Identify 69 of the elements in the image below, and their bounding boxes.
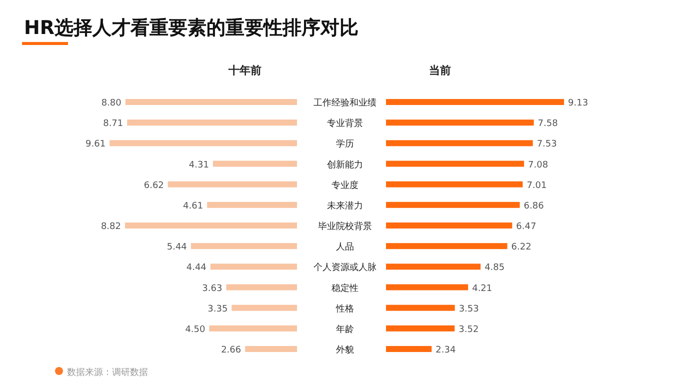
bar (125, 99, 297, 105)
y-tick-label: 性格 (335, 303, 354, 314)
y-tick-label: 专业背景 (327, 118, 363, 130)
bar (127, 120, 297, 126)
data-label: 4.85 (484, 263, 505, 274)
bar (245, 346, 297, 352)
bar (386, 120, 534, 126)
y-tick-label: 外貌 (336, 344, 354, 356)
bar (168, 181, 297, 188)
data-label: 4.44 (186, 263, 207, 274)
data-label: 2.66 (221, 346, 242, 356)
bar (226, 284, 297, 290)
data-label: 6.47 (516, 222, 536, 232)
bar (386, 140, 533, 146)
bar (386, 243, 508, 250)
bar (386, 160, 524, 167)
bar (386, 222, 512, 228)
data-label: 9.13 (568, 98, 588, 108)
data-label: 4.50 (185, 324, 206, 335)
y-tick-label: 年龄 (336, 324, 354, 335)
series-label: 十年前 (228, 64, 262, 77)
data-label: 3.63 (202, 284, 222, 294)
source-note: 数据来源：调研数据 (67, 367, 148, 378)
data-label: 9.61 (86, 140, 106, 150)
bar (212, 160, 297, 167)
bar (386, 202, 520, 208)
data-label: 4.61 (183, 201, 204, 212)
data-label: 8.82 (100, 222, 122, 232)
y-tick-label: 人品 (336, 242, 354, 253)
data-label: 4.31 (188, 160, 209, 170)
data-label: 6.62 (144, 180, 164, 191)
chart-title: HR选择人才看重要素的重要性排序对比 (24, 17, 359, 39)
y-tick-label: 学历 (336, 138, 354, 150)
data-label: 7.08 (528, 160, 548, 170)
bar (207, 202, 297, 208)
data-label: 4.21 (472, 284, 492, 294)
data-label: 7.01 (526, 180, 547, 191)
bar (386, 181, 523, 188)
data-label: 8.80 (101, 98, 122, 108)
bar (209, 325, 297, 332)
data-label: 3.52 (458, 324, 479, 335)
y-tick-label: 稳定性 (332, 282, 358, 294)
series-label: 当前 (429, 64, 451, 77)
bar (386, 99, 564, 105)
bar (386, 346, 432, 352)
data-label: 3.53 (458, 304, 479, 314)
bar (125, 222, 297, 228)
bar (110, 140, 297, 146)
y-tick-label: 创新能力 (327, 159, 363, 170)
y-tick-label: 专业度 (332, 180, 358, 191)
data-label: 8.71 (103, 119, 124, 130)
bar (386, 264, 481, 270)
bar (386, 325, 455, 332)
data-label: 5.44 (166, 242, 188, 253)
data-label: 6.86 (524, 201, 544, 212)
bar (190, 243, 297, 250)
bar (386, 284, 468, 290)
data-label: 2.34 (436, 346, 456, 356)
data-label: 7.53 (536, 140, 557, 150)
data-label: 7.58 (538, 119, 558, 130)
y-tick-label: 工作经验和业绩 (314, 98, 376, 108)
data-label: 3.35 (208, 304, 228, 314)
data-label: 6.22 (511, 242, 532, 253)
bar (210, 264, 297, 270)
bar (232, 304, 297, 311)
bar (386, 304, 455, 311)
y-tick-label: 毕业院校背景 (318, 221, 372, 232)
y-tick-label: 未来潜力 (327, 200, 363, 212)
y-tick-label: 个人资源或人脉 (314, 262, 376, 274)
